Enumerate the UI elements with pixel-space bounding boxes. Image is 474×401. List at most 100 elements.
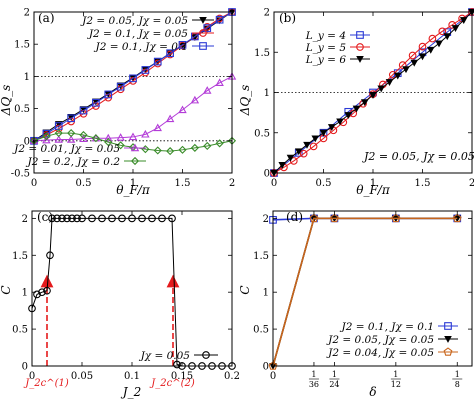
panel-a-legend-label-2: J2 = 0.1, Jχ = 0.1 xyxy=(94,41,188,53)
panel-c-legend-marker-0 xyxy=(202,351,210,359)
panel-d-ylabel: C xyxy=(238,285,252,294)
panel-b-series-2-point xyxy=(443,33,452,41)
panel-a-series-3-point xyxy=(42,135,51,144)
panel-b-legend-label-2: L_y = 6 xyxy=(305,54,347,66)
panel-b-series-2-point xyxy=(294,148,303,156)
panel-a-ylabel: ΔQ_s xyxy=(0,85,13,117)
panel-c-series-0-point xyxy=(68,214,76,223)
panel-c-series-0-point xyxy=(88,214,96,223)
panel-a-ytick-label: 0 xyxy=(24,136,30,147)
panel-c-series-0-point xyxy=(128,214,136,223)
panel-a-series-4-point xyxy=(178,145,187,154)
panel-d-ytick-label: 1 xyxy=(263,288,269,299)
panel-b-xtick-label: 1 xyxy=(370,178,376,189)
panel-a-series-2-point xyxy=(92,98,100,107)
panel-d-xtick-label-den: 36 xyxy=(309,380,319,389)
panel-c-series-0-point xyxy=(173,360,181,369)
panel-b-ytick-label: 0.5 xyxy=(254,128,270,139)
panel-c-xlabel: J_2 xyxy=(120,385,141,399)
panel-a-series-2-point xyxy=(153,57,162,66)
panel-a: 0 0.5 1 1.5 2-0.500.511.52 (a) J2 = 0.05, Jχ… xyxy=(0,8,237,197)
panel-a-series-2-point xyxy=(116,82,125,91)
panel-b-series-2-point xyxy=(377,85,386,93)
panel-a-xtick-label: 0 xyxy=(31,178,37,189)
panel-b-series-2-point xyxy=(311,135,320,143)
panel-a-series-3-point xyxy=(128,132,138,141)
panel-d-series-2-point xyxy=(309,213,319,223)
panel-a-legend-marker-3 xyxy=(130,143,140,152)
panel-b-legend-label-0: L_y = 4 xyxy=(305,30,346,42)
panel-b-series-1-point xyxy=(418,42,427,51)
panel-d-ytick-label: 2 xyxy=(263,214,269,225)
panel-c-label: (c) xyxy=(37,210,53,224)
panel-c-critical-label-0: J_2c^(1) xyxy=(23,378,69,389)
panel-b-series-2-point xyxy=(459,17,468,24)
panel-a-series-4-point xyxy=(54,128,63,138)
panel-a-series-2-point xyxy=(104,90,113,99)
panel-b-series-2-point xyxy=(360,99,369,107)
panel-a-series-4-point xyxy=(104,138,113,147)
panel-b-xtick-label: 0 xyxy=(271,178,277,189)
panel-d-legend-marker-0 xyxy=(444,322,452,330)
panel-b-annotation: J2 = 0.05, Jχ = 0.05 xyxy=(362,150,474,163)
panel-c-series-0-point xyxy=(38,288,46,297)
panel-a-xtick-label: 2 xyxy=(229,178,235,189)
panel-b-ytick-label: 1.5 xyxy=(254,48,270,59)
panel-b-series-1-point xyxy=(428,34,437,43)
panel-c-xtick-label: 0.15 xyxy=(171,371,193,382)
panel-c-ylabel: C xyxy=(0,285,13,294)
panel-a-series-3-point xyxy=(153,123,162,132)
panel-a-xtick-label: 0.5 xyxy=(76,178,92,189)
panel-b-legend-marker-2 xyxy=(356,56,364,63)
panel-b-series-2-point xyxy=(278,162,287,169)
panel-b-series-2-point xyxy=(410,59,419,67)
panel-a-legend-marker-2 xyxy=(199,42,207,50)
panel-b-legend-label-1: L_y = 5 xyxy=(305,42,347,54)
panel-c-frame xyxy=(31,210,233,367)
panel-a-legend-label-3: J2 = 0.01, Jχ = 0.05 xyxy=(12,143,120,155)
panel-a-series-2-point xyxy=(67,114,75,123)
panel-a-legend-marker-0 xyxy=(199,17,207,24)
panel-d-legend-label-2: J2 = 0.04, Jχ = 0.05 xyxy=(326,347,434,359)
panel-a-series-3-point xyxy=(141,129,150,138)
panel-a-series-2-point xyxy=(129,74,137,83)
panel-c: J_2c^(1) J_2c^(2) 0 0.05 0.1 0.15 0.2 0 0.5 1 1.5… xyxy=(0,210,240,399)
panel-c-series-0-point xyxy=(98,214,106,223)
panel-b-series-1-point xyxy=(299,149,308,158)
panel-a-series-2-point xyxy=(141,66,150,74)
panel-c-series-0-point xyxy=(58,214,66,223)
panel-c-series-0-point xyxy=(168,214,176,223)
panel-b-series-2-point xyxy=(352,105,361,113)
panel-b-series-2-point xyxy=(344,112,353,119)
panel-c-xtick-label: 0.05 xyxy=(71,371,93,382)
panel-a-ytick-label: 2 xyxy=(24,8,30,19)
panel-a-series-3-point xyxy=(116,133,125,141)
panel-d-frame xyxy=(272,210,473,367)
panel-a-series-2-point xyxy=(79,106,88,115)
panel-a-series-4-point xyxy=(79,130,88,140)
panel-d-series-2-point xyxy=(268,361,278,370)
panel-d-xtick-label-num: 1 xyxy=(332,370,337,379)
panel-b: 0 0.5 1 1.5 2 0 0.5 1 1.5 2 (b) L_y = 4L_y = 5L_y… xyxy=(238,8,474,197)
panel-b-xtick-label: 2 xyxy=(469,178,474,189)
panel-c-series-0-point xyxy=(118,214,126,223)
panel-a-series-4-point xyxy=(116,141,125,150)
panel-c-ytick-label: 0 xyxy=(22,362,28,373)
panel-b-series-2-point xyxy=(402,66,410,74)
panel-b-xtick-label: 1.5 xyxy=(415,178,431,189)
panel-c-ytick-label: 1 xyxy=(22,288,28,299)
panel-b-series-2-point xyxy=(303,141,311,149)
panel-b-series-2-point xyxy=(435,40,443,48)
panel-b-ytick-label: 0 xyxy=(264,169,270,180)
panel-b-legend-marker-1 xyxy=(356,43,364,51)
panel-a-series-2-point xyxy=(215,15,224,24)
panel-d-series-2-point xyxy=(391,213,401,223)
panel-a-series-4-point xyxy=(42,132,51,141)
panel-c-series-0-point xyxy=(53,214,61,223)
panel-d-legend-marker-2 xyxy=(443,347,453,356)
panel-a-series-4-point xyxy=(215,139,224,148)
panel-d-xtick-label-den: 24 xyxy=(329,380,339,389)
panel-a-legend-marker-1 xyxy=(199,29,207,37)
panel-a-series-3-point xyxy=(54,135,63,143)
panel-c-series-0-point xyxy=(43,286,51,295)
